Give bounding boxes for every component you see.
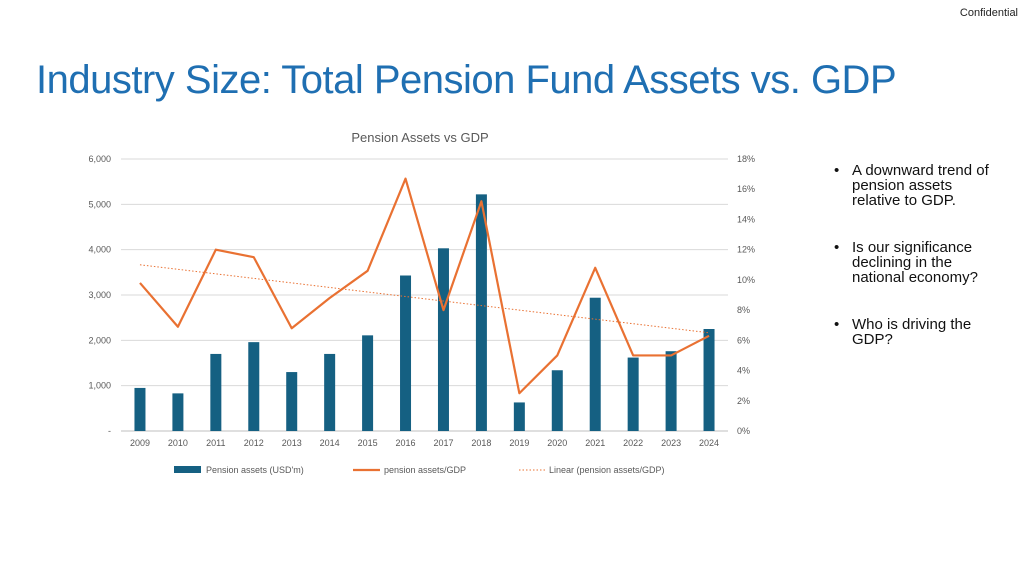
trendline-series xyxy=(139,264,710,334)
x-tick-label: 2023 xyxy=(661,438,681,448)
x-tick-label: 2018 xyxy=(471,438,491,448)
bar-pension-assets xyxy=(513,402,525,431)
y-left-tick-label: 3,000 xyxy=(88,290,111,300)
bullet-item: Is our significance declining in the nat… xyxy=(832,240,992,285)
y-left-tick-label: 2,000 xyxy=(88,335,111,345)
y-right-tick-label: 6% xyxy=(737,335,750,345)
x-tick-label: 2011 xyxy=(206,438,225,448)
x-tick-label: 2022 xyxy=(623,438,643,448)
chart-bars xyxy=(134,194,715,431)
x-tick-label: 2012 xyxy=(244,438,264,448)
bar-pension-assets xyxy=(248,342,260,431)
y-left-tick-label: 4,000 xyxy=(88,245,111,255)
y-right-tick-label: 18% xyxy=(737,154,755,164)
bullet-item: A downward trend of pension assets relat… xyxy=(832,163,992,208)
y-left-tick-label: 1,000 xyxy=(88,381,111,391)
bar-pension-assets xyxy=(627,357,639,431)
bar-pension-assets xyxy=(703,329,715,431)
chart-trendline xyxy=(139,264,710,334)
x-tick-label: 2021 xyxy=(585,438,605,448)
legend-label-trend: Linear (pension assets/GDP) xyxy=(549,465,665,475)
bar-pension-assets xyxy=(210,353,222,431)
bar-pension-assets xyxy=(475,194,487,431)
y-right-tick-label: 2% xyxy=(737,396,750,406)
bar-pension-assets xyxy=(172,393,184,431)
y-right-tick-label: 10% xyxy=(737,275,755,285)
x-tick-label: 2013 xyxy=(282,438,302,448)
legend-label-bar: Pension assets (USD'm) xyxy=(206,465,304,475)
y-right-tick-label: 8% xyxy=(737,305,750,315)
y-right-tick-label: 0% xyxy=(737,426,750,436)
x-tick-label: 2019 xyxy=(509,438,529,448)
x-tick-label: 2014 xyxy=(320,438,340,448)
x-tick-label: 2016 xyxy=(396,438,416,448)
chart-gridlines xyxy=(121,158,728,432)
chart-title: Pension Assets vs GDP xyxy=(351,130,488,145)
x-tick-label: 2024 xyxy=(699,438,719,448)
legend-label-line: pension assets/GDP xyxy=(384,465,466,475)
confidential-label: Confidential xyxy=(959,7,1018,19)
slide-title: Industry Size: Total Pension Fund Assets… xyxy=(36,58,897,102)
bullet-list: A downward trend of pension assets relat… xyxy=(832,163,992,347)
x-tick-label: 2017 xyxy=(433,438,453,448)
y-left-tick-label: - xyxy=(108,426,111,436)
bar-pension-assets xyxy=(362,335,374,431)
x-tick-label: 2009 xyxy=(130,438,150,448)
bar-pension-assets xyxy=(551,370,563,431)
chart-axes: - 1,000 2,000 3,000 4,000 5,000 6,000 0% 2% 4% 6% 8… xyxy=(88,154,755,448)
bar-pension-assets xyxy=(324,353,336,431)
bar-pension-assets xyxy=(437,248,449,431)
y-right-tick-label: 16% xyxy=(737,184,755,194)
legend-swatch-bar xyxy=(174,466,201,473)
bar-pension-assets xyxy=(286,372,298,431)
y-left-tick-label: 5,000 xyxy=(88,199,111,209)
x-tick-label: 2020 xyxy=(547,438,567,448)
y-right-tick-label: 14% xyxy=(737,214,755,224)
bar-pension-assets xyxy=(665,351,677,431)
bullet-item: Who is driving the GDP? xyxy=(832,317,992,347)
chart-legend: Pension assets (USD'm) pension assets/GDP… xyxy=(174,465,665,475)
bar-pension-assets xyxy=(400,275,412,431)
bar-pension-assets xyxy=(134,387,146,431)
chart-line-series xyxy=(139,177,710,395)
line-pension-gdp xyxy=(139,177,710,395)
x-tick-label: 2010 xyxy=(168,438,188,448)
y-right-tick-label: 4% xyxy=(737,366,750,376)
y-left-tick-label: 6,000 xyxy=(88,154,111,164)
bar-pension-assets xyxy=(589,297,601,431)
y-right-tick-label: 12% xyxy=(737,245,755,255)
x-tick-label: 2015 xyxy=(358,438,378,448)
